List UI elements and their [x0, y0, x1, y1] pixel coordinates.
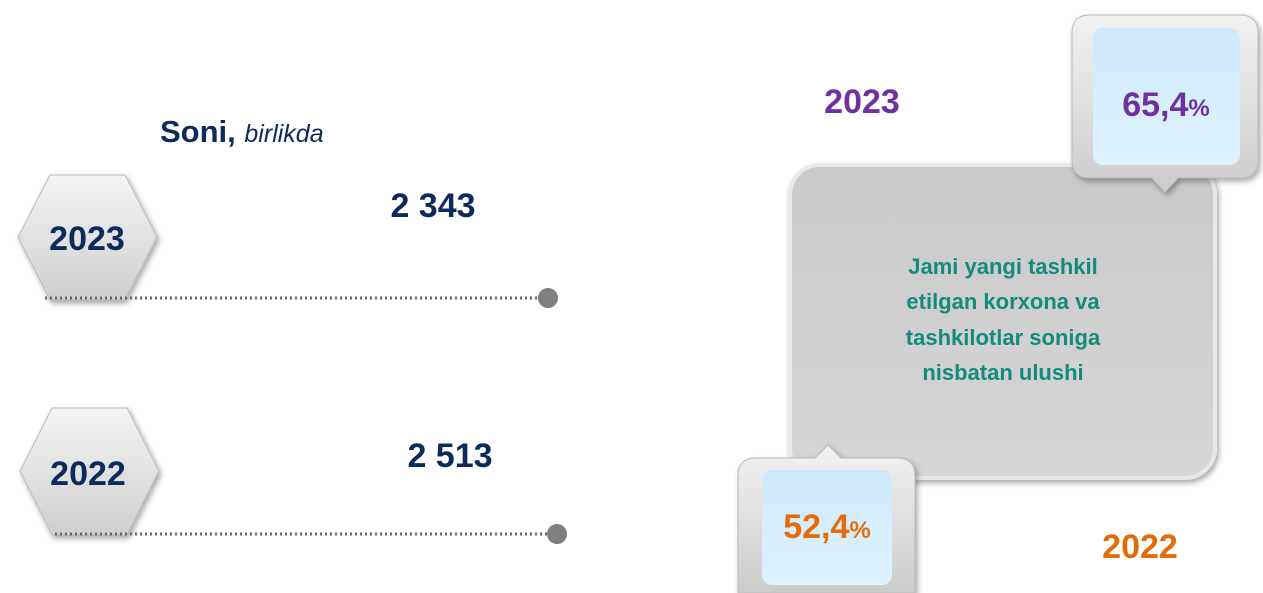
share-value: 65,4 — [1122, 86, 1188, 124]
title-text: Soni, — [160, 114, 236, 149]
callout-2022: 52,4% — [737, 444, 916, 593]
callout-2023: 65,4% — [1071, 14, 1259, 193]
share: 65,4% — [1122, 86, 1210, 124]
year: 2023 — [824, 83, 900, 121]
share-unit: % — [1188, 95, 1209, 122]
value: 2 343 — [390, 187, 475, 225]
share-unit: % — [849, 517, 870, 544]
share: 52,4% — [783, 508, 871, 546]
callout-inner — [762, 470, 892, 585]
title: Soni, birlikda — [160, 114, 324, 149]
value: 2 513 — [407, 437, 492, 475]
caption-line: Jami yangi tashkil — [908, 254, 1098, 279]
caption-box — [788, 163, 1217, 480]
dot — [547, 524, 567, 544]
dot — [538, 288, 558, 308]
caption-line: tashkilotlar soniga — [906, 325, 1101, 350]
share-value: 52,4 — [783, 508, 849, 546]
caption-line: nisbatan ulushi — [922, 360, 1083, 385]
year: 2022 — [50, 455, 126, 493]
year: 2023 — [49, 220, 125, 258]
caption: Jami yangi tashkil etilgan korxona va ta… — [906, 254, 1101, 385]
year: 2022 — [1102, 528, 1178, 566]
caption-line: etilgan korxona va — [906, 289, 1100, 314]
row-2022: 2022 2 513 — [19, 407, 567, 544]
unit: birlikda — [244, 120, 323, 148]
callout-inner — [1093, 28, 1240, 165]
hexagon — [17, 174, 158, 301]
row-2023: 2023 2 343 — [17, 174, 558, 308]
